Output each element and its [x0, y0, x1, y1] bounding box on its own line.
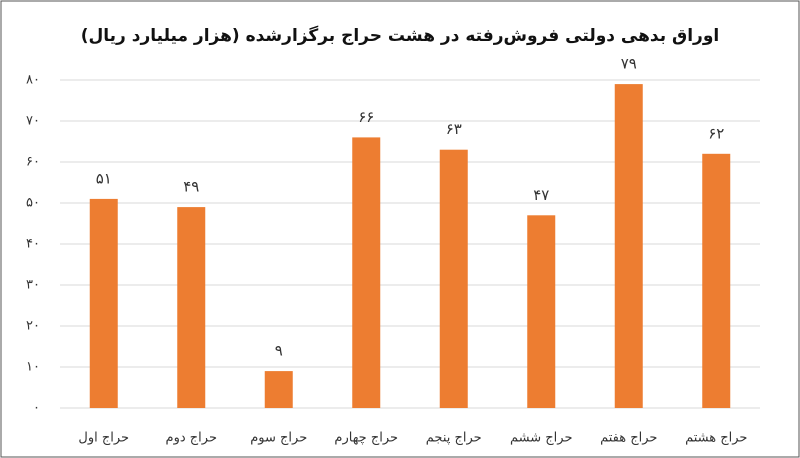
- bar: [702, 153, 731, 408]
- bar: [614, 84, 643, 408]
- y-tick-label: ۶۰: [26, 155, 40, 170]
- bar: [264, 371, 293, 408]
- value-label: ۶۲: [708, 124, 724, 142]
- value-label: ۶۳: [446, 120, 462, 138]
- x-tick-label: حراج پنجم: [426, 431, 482, 446]
- value-label: ۶۶: [358, 108, 374, 126]
- y-tick-label: ۱۰: [26, 360, 40, 375]
- y-tick-label: ۲۰: [26, 319, 40, 334]
- value-label: ۴۷: [533, 186, 549, 204]
- bar: [439, 149, 468, 408]
- y-tick-label: ۴۰: [26, 237, 40, 252]
- chart-title: اوراق بدهی دولتی فروش‌رفته در هشت حراج ب…: [81, 25, 719, 46]
- bar: [352, 137, 381, 408]
- bar: [527, 215, 556, 408]
- bar: [89, 198, 118, 408]
- x-tick-label: حراج هفتم: [600, 431, 657, 446]
- value-label: ۵۱: [96, 169, 112, 187]
- x-tick-label: حراج چهارم: [334, 431, 398, 446]
- value-label: ۷۹: [621, 55, 637, 73]
- x-tick-label: حراج اول: [78, 431, 129, 446]
- y-tick-label: ۳۰: [26, 278, 40, 293]
- y-tick-label: ۸۰: [26, 73, 40, 88]
- bar: [177, 207, 206, 408]
- x-tick-label: حراج سوم: [250, 431, 307, 446]
- x-tick-label: حراج ششم: [510, 431, 573, 446]
- y-tick-label: ۰: [33, 401, 40, 416]
- x-tick-label: حراج دوم: [166, 431, 217, 446]
- value-label: ۴۹: [183, 178, 199, 196]
- y-tick-label: ۷۰: [26, 114, 40, 129]
- value-label: ۹: [275, 342, 283, 360]
- y-tick-label: ۵۰: [26, 196, 40, 211]
- x-tick-label: حراج هشتم: [685, 431, 747, 446]
